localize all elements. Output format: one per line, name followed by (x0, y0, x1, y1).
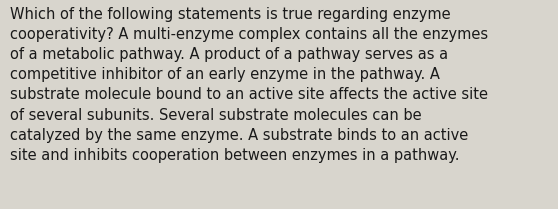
Text: Which of the following statements is true regarding enzyme
cooperativity? A mult: Which of the following statements is tru… (10, 7, 488, 163)
